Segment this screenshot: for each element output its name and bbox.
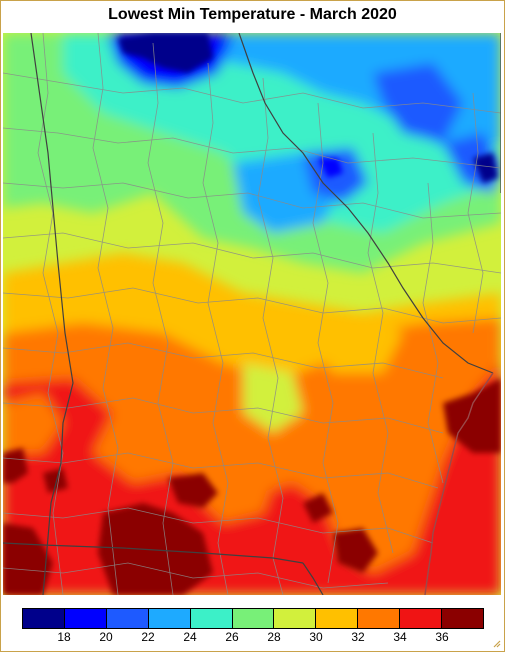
legend-swatch — [274, 609, 317, 628]
resize-grip-icon[interactable] — [493, 640, 501, 648]
legend-swatch — [23, 609, 65, 628]
temperature-field — [3, 33, 501, 595]
legend-tick-24: 24 — [183, 630, 197, 644]
legend-tick-18: 18 — [57, 630, 71, 644]
legend-tick-30: 30 — [309, 630, 323, 644]
temperature-map-svg — [3, 33, 501, 595]
legend-swatch — [106, 609, 149, 628]
temperature-extremes — [3, 33, 501, 595]
legend-tick-28: 28 — [267, 630, 281, 644]
legend-tick-32: 32 — [351, 630, 365, 644]
legend-color-bar — [22, 608, 484, 629]
legend-swatch — [316, 609, 359, 628]
temperature-map — [3, 33, 501, 595]
legend-tick-36: 36 — [435, 630, 449, 644]
legend-tick-26: 26 — [225, 630, 239, 644]
map-title: Lowest Min Temperature - March 2020 — [108, 6, 397, 23]
legend-tick-22: 22 — [141, 630, 155, 644]
state-boundaries — [3, 33, 501, 595]
legend-swatch — [400, 609, 443, 628]
legend-tick-labels: 18 20 22 24 26 28 30 32 34 36 — [22, 630, 484, 646]
legend-swatch — [442, 609, 483, 628]
legend-swatch — [190, 609, 233, 628]
coastline — [424, 372, 494, 595]
legend-swatch — [358, 609, 401, 628]
legend-tick-20: 20 — [99, 630, 113, 644]
legend-tick-34: 34 — [393, 630, 407, 644]
legend-swatch — [148, 609, 191, 628]
legend-swatch — [232, 609, 275, 628]
color-legend: 18 20 22 24 26 28 30 32 34 36 — [22, 608, 484, 648]
legend-swatch — [64, 609, 107, 628]
